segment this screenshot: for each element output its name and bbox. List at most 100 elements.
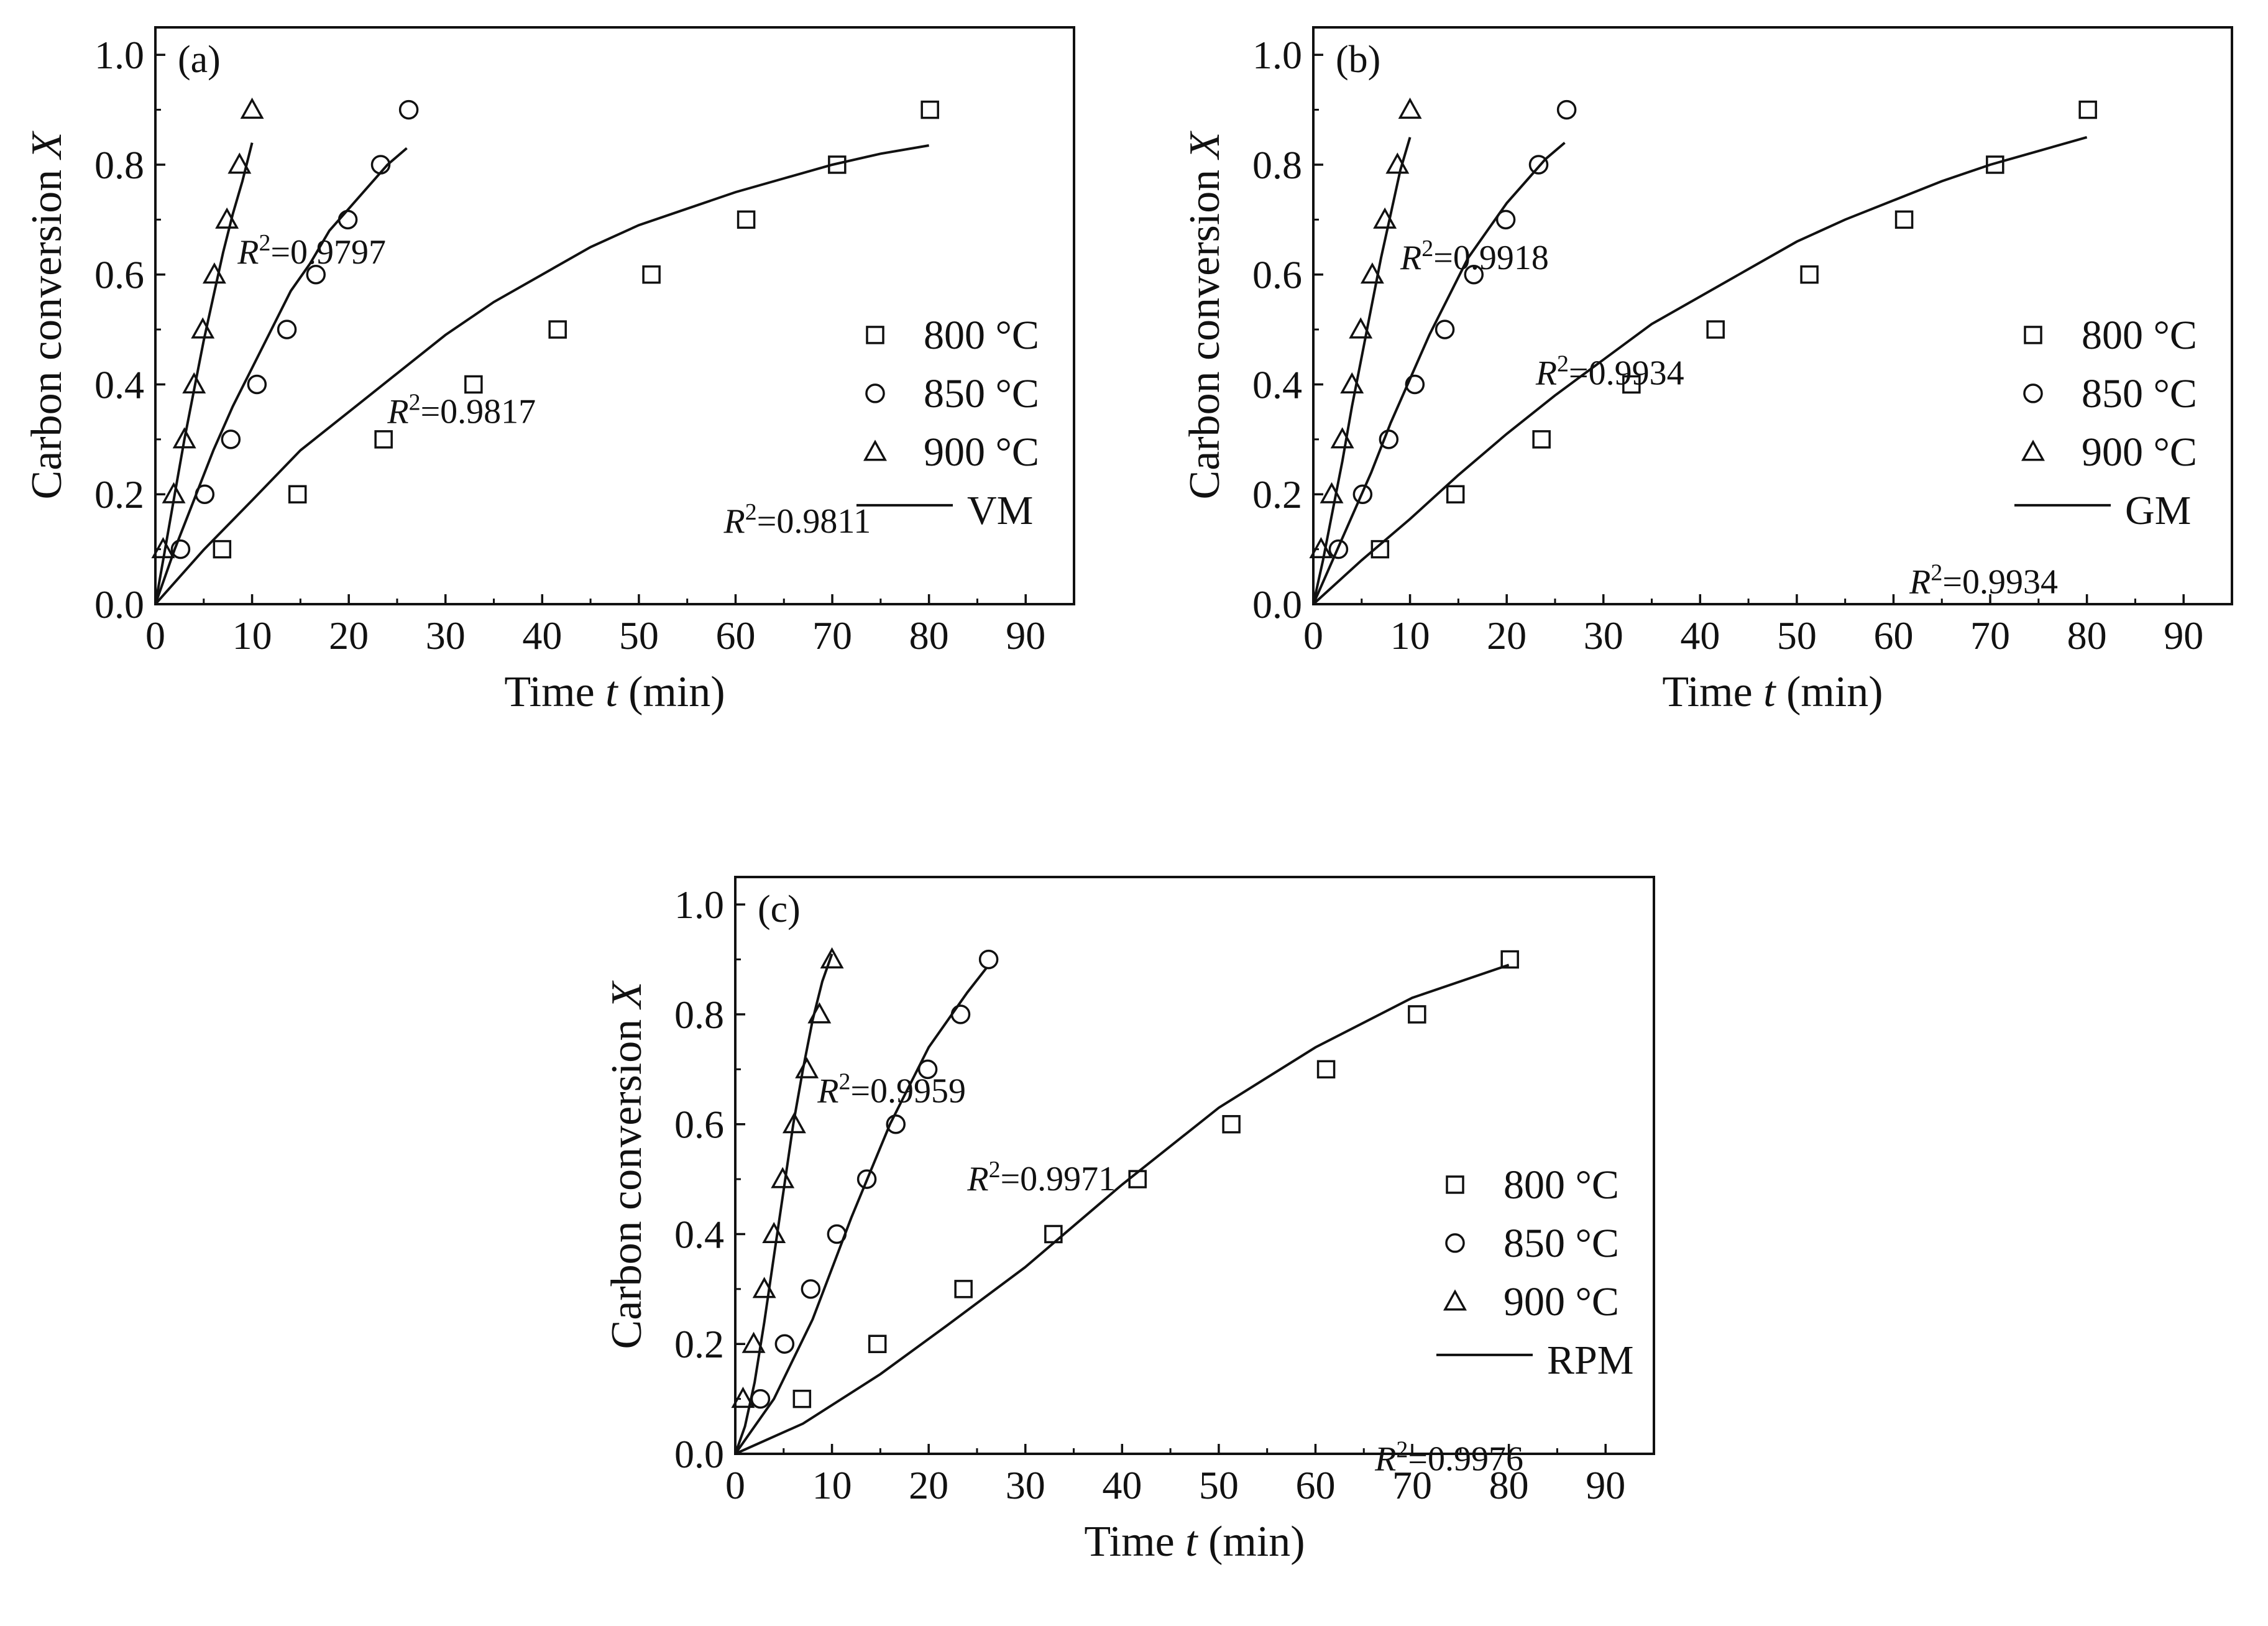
data-point-square	[213, 540, 232, 559]
y-tick-label: 0.8	[94, 143, 144, 187]
data-point-triangle	[771, 1167, 795, 1188]
data-point-square	[921, 100, 939, 119]
data-point-square	[548, 320, 567, 339]
x-tick-label: 30	[1006, 1463, 1045, 1507]
y-tick-label: 1.0	[1252, 33, 1302, 77]
data-point-triangle	[741, 1331, 766, 1353]
plot-frame	[154, 26, 1075, 605]
legend-label: 900 °C	[2082, 429, 2197, 475]
data-point-square	[792, 1389, 812, 1408]
x-tick-label: 80	[1489, 1463, 1529, 1507]
data-point-circle	[1352, 484, 1373, 504]
x-tick-label: 50	[619, 613, 659, 658]
legend-label: 800 °C	[924, 313, 1039, 358]
data-point-square	[1044, 1224, 1063, 1244]
fit-curve-square	[735, 963, 1510, 1455]
data-point-triangle	[191, 317, 215, 339]
data-point-triangle	[795, 1057, 819, 1078]
y-tick-label: 0.2	[94, 472, 144, 517]
legend-label: 850 °C	[2082, 371, 2197, 416]
legend-marker-triangle	[1443, 1289, 1467, 1311]
r2-label: R2=0.9971	[966, 1157, 1116, 1198]
data-point-circle	[221, 429, 241, 449]
data-point-circle	[306, 264, 326, 285]
data-point-circle	[1495, 209, 1516, 230]
data-point-circle	[774, 1334, 795, 1354]
r2-label: R2=0.9811	[723, 499, 871, 541]
data-point-circle	[370, 155, 391, 175]
data-point-circle	[277, 319, 297, 339]
panel-a: 0 10 20 30 40 50 60 70 80 90 0.0 0.2 0.4 0.6 0.8 1.0 Tim…	[23, 26, 1075, 716]
y-axis-title: Carbon conversion X	[603, 980, 651, 1349]
panel-label: (b)	[1336, 39, 1380, 81]
legend-label: RPM	[1547, 1338, 1633, 1383]
data-point-square	[954, 1280, 973, 1298]
data-point-circle	[398, 99, 419, 120]
data-point-circle	[170, 539, 191, 559]
x-tick-label: 60	[715, 613, 755, 658]
x-axis-title: Time t (min)	[1084, 1518, 1305, 1566]
x-tick-label: 40	[1680, 613, 1720, 658]
data-point-triangle	[1320, 482, 1344, 503]
y-tick-label: 0.6	[674, 1103, 724, 1147]
fit-curve-square	[1312, 136, 2088, 605]
data-point-triangle	[1385, 152, 1410, 174]
legend-label: 900 °C	[1504, 1279, 1619, 1325]
data-point-circle	[1464, 264, 1484, 285]
legend-marker-circle	[865, 384, 885, 403]
plot-frame	[1312, 26, 2233, 605]
data-point-square	[1986, 155, 2004, 174]
data-point-triangle	[1398, 97, 1422, 119]
fit-curve-triangle	[1312, 137, 1412, 605]
x-tick-label: 10	[1390, 613, 1430, 658]
legend-label: 800 °C	[2082, 313, 2197, 358]
r2-label: R2=0.9934	[1535, 351, 1684, 392]
y-tick-label: 0.2	[674, 1322, 724, 1366]
data-point-triangle	[151, 537, 175, 559]
x-tick-label: 70	[1392, 1463, 1432, 1507]
data-point-square	[1222, 1114, 1241, 1134]
legend-label: GM	[2125, 488, 2191, 533]
x-tick-label: 60	[1295, 1463, 1335, 1507]
data-point-triangle	[227, 152, 252, 174]
r2-label: R2=0.9976	[1374, 1437, 1523, 1479]
x-axis-title: Time t (min)	[504, 668, 725, 716]
y-tick-label: 1.0	[674, 883, 724, 927]
data-point-circle	[1528, 155, 1549, 175]
legend-marker-circle	[2023, 384, 2043, 403]
data-point-circle	[1328, 539, 1349, 559]
y-tick-label: 0.4	[94, 362, 144, 406]
data-point-square	[1622, 375, 1641, 394]
y-tick-label: 0.6	[94, 253, 144, 297]
x-tick-label: 30	[426, 613, 466, 658]
x-tick-label: 70	[1970, 613, 2010, 658]
legend-marker-square	[2024, 326, 2042, 344]
data-point-triangle	[1309, 537, 1333, 559]
x-tick-label: 70	[812, 613, 852, 658]
x-tick-label: 90	[2164, 613, 2203, 658]
x-tick-label: 80	[909, 613, 949, 658]
data-point-circle	[886, 1114, 906, 1134]
fit-curve-triangle	[734, 953, 833, 1454]
data-point-triangle	[731, 1387, 755, 1408]
legend-marker-square	[1446, 1175, 1464, 1194]
data-point-triangle	[182, 372, 206, 394]
fit-curve-circle	[1312, 142, 1566, 605]
y-tick-label: 0.8	[674, 993, 724, 1037]
r2-label: R2=0.9934	[1909, 559, 2058, 601]
y-tick-label: 1.0	[94, 33, 144, 77]
legend-marker-square	[866, 326, 884, 344]
legend-label: 850 °C	[924, 371, 1039, 416]
x-tick-label: 20	[909, 1463, 948, 1507]
data-point-square	[1532, 430, 1551, 449]
data-point-square	[1800, 265, 1819, 284]
x-tick-label: 40	[522, 613, 562, 658]
data-point-triangle	[782, 1112, 806, 1134]
fit-curve-square	[154, 144, 929, 605]
data-point-square	[1370, 540, 1390, 559]
data-point-triangle	[762, 1221, 786, 1244]
data-point-triangle	[752, 1277, 776, 1298]
x-tick-label: 0	[1303, 613, 1323, 658]
y-axis-title: Carbon conversion X	[23, 130, 71, 499]
